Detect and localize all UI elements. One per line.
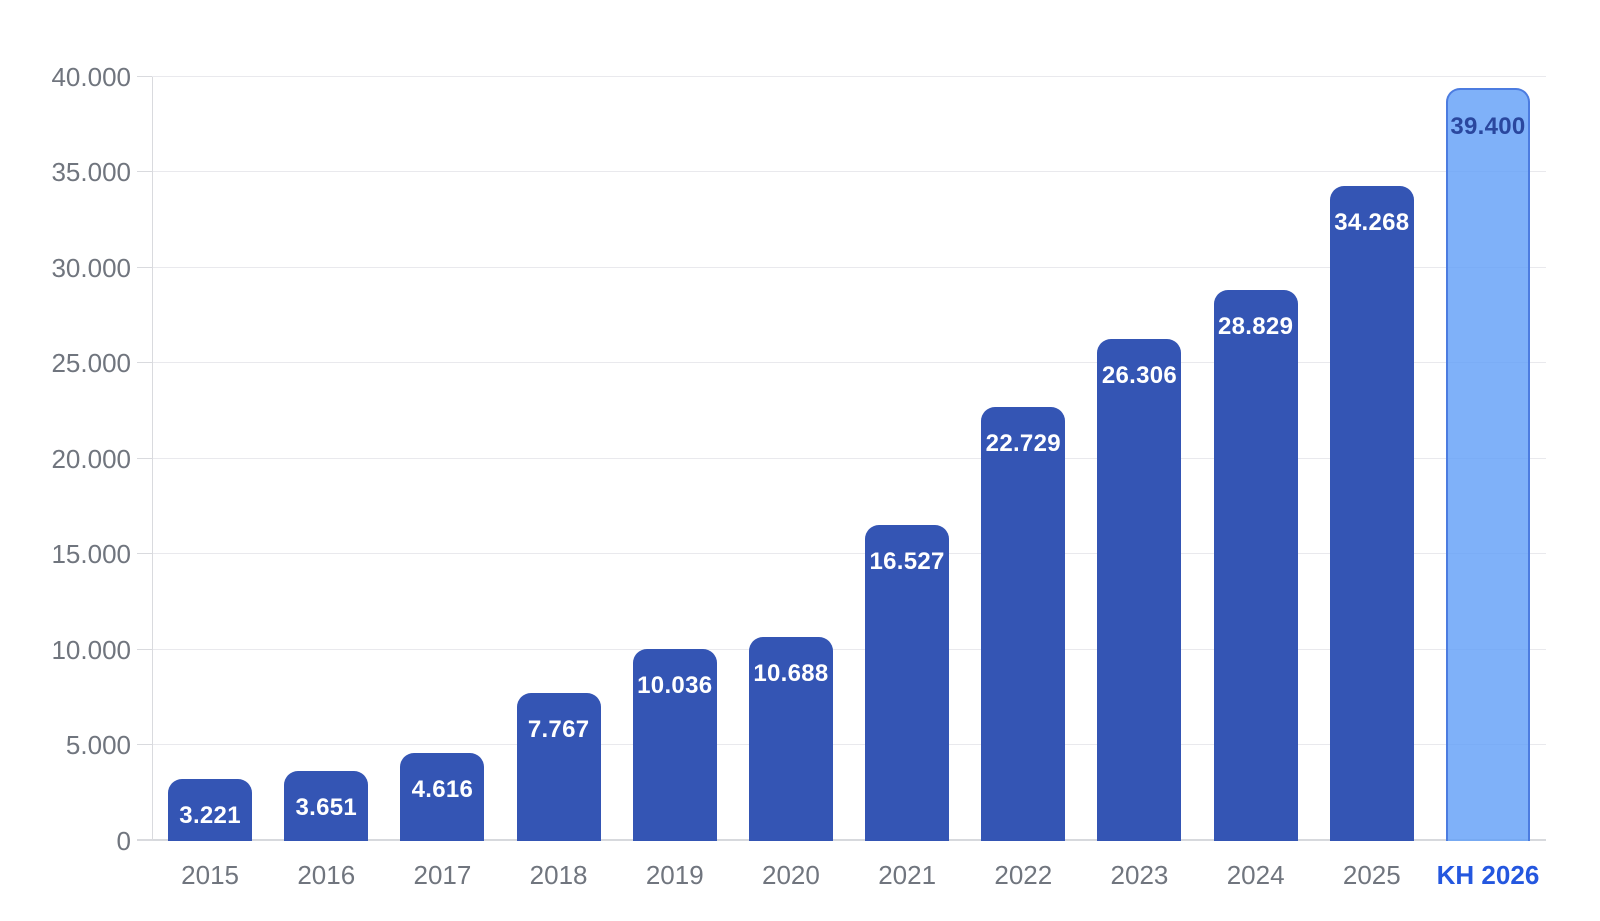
bar-slot: 22.729: [965, 77, 1081, 841]
bar-value-label: 26.306: [1101, 362, 1178, 389]
bar-value-label: 3.651: [295, 794, 358, 821]
gridline: [152, 362, 1546, 363]
bar-slot: 10.688: [733, 77, 849, 841]
y-axis-tick: [137, 553, 152, 554]
x-tick-label: 2017: [413, 860, 472, 890]
y-tick-label: 0: [116, 826, 131, 856]
gridline: [152, 458, 1546, 459]
y-tick-label: 20.000: [51, 444, 131, 474]
bar-slot: 7.767: [501, 77, 617, 841]
y-tick-label: 10.000: [51, 635, 131, 665]
y-axis-tick: [137, 171, 152, 172]
bar-value-label: 10.688: [753, 660, 829, 687]
y-axis-line: [152, 77, 153, 841]
y-tick-label: 30.000: [51, 253, 131, 283]
y-axis-tick: [137, 458, 152, 459]
bar-2025[interactable]: 34.268: [1329, 186, 1414, 841]
bar-slot: 28.829: [1198, 77, 1314, 841]
bar-value-label: 10.036: [637, 672, 713, 699]
bar-value-label: 3.221: [179, 802, 241, 829]
bar-2024[interactable]: 28.829: [1213, 290, 1298, 841]
y-axis-tick: [137, 267, 152, 268]
bar-slot: 34.268: [1314, 77, 1430, 841]
x-axis-baseline: [152, 839, 1546, 841]
bar-value-label: 34.268: [1334, 209, 1410, 236]
bar-slot: 3.221: [152, 77, 268, 841]
x-tick-label: KH 2026: [1436, 860, 1540, 890]
bar-slot: 10.036: [617, 77, 733, 841]
y-axis-tick: [137, 649, 152, 650]
gridline: [152, 171, 1546, 172]
x-tick-label: 2024: [1226, 860, 1285, 890]
bar-2022[interactable]: 22.729: [981, 407, 1066, 841]
bar-2023[interactable]: 26.306: [1097, 339, 1182, 841]
x-tick-label: 2016: [297, 860, 356, 890]
y-tick-label: 25.000: [51, 348, 131, 378]
bar-value-label: 7.767: [527, 716, 590, 743]
y-tick-label: 40.000: [51, 62, 131, 92]
bar-2015[interactable]: 3.221: [168, 779, 253, 841]
bar-slot: 4.616: [384, 77, 500, 841]
y-axis-tick: [137, 362, 152, 363]
bar-slot: 26.306: [1081, 77, 1197, 841]
y-axis-tick: [137, 744, 152, 745]
y-tick-label: 35.000: [51, 157, 131, 187]
y-axis-tick: [137, 76, 152, 77]
bar-slot: 16.527: [849, 77, 965, 841]
gridline: [152, 76, 1546, 77]
bar-2020[interactable]: 10.688: [748, 637, 833, 841]
y-axis-tick: [137, 839, 152, 841]
gridline: [152, 553, 1546, 554]
y-tick-label: 5.000: [65, 730, 131, 760]
x-tick-label: 2022: [994, 860, 1053, 890]
bar-2021[interactable]: 16.527: [865, 525, 950, 841]
bar-plan-kh-2026[interactable]: 39.400: [1445, 88, 1530, 841]
bar-value-label: 16.527: [869, 548, 945, 575]
bar-2017[interactable]: 4.616: [400, 753, 485, 841]
x-tick-label: 2018: [529, 860, 588, 890]
bar-2019[interactable]: 10.036: [632, 649, 717, 841]
bar-2016[interactable]: 3.651: [284, 771, 369, 841]
bar-slot: 39.400: [1430, 77, 1546, 841]
y-tick-label: 15.000: [51, 539, 131, 569]
bar-value-label: 4.616: [411, 776, 474, 803]
x-tick-label: 2020: [762, 860, 820, 890]
x-tick-label: 2023: [1110, 860, 1169, 890]
x-tick-label: 2021: [878, 860, 937, 890]
bar-value-label: 28.829: [1218, 313, 1294, 340]
x-tick-label: 2025: [1342, 860, 1401, 890]
x-tick-label: 2015: [181, 860, 239, 890]
gridline: [152, 267, 1546, 268]
bar-value-label: 22.729: [985, 430, 1061, 457]
bar-2018[interactable]: 7.767: [516, 693, 601, 841]
plot-area: 0 5.000 10.000 15.000 20.000 25.000 30.000 35.0…: [51, 62, 1546, 890]
bar-value-label: 39.400: [1450, 113, 1526, 140]
x-tick-label: 2019: [645, 860, 704, 890]
bar-slot: 3.651: [268, 77, 384, 841]
x-axis: 2015 2016 2017 2018 2019 2020 2021 2022 2023 2024…: [152, 859, 1546, 891]
gridline: [152, 649, 1546, 650]
gridline: [152, 744, 1546, 745]
bars-layer: 3.221 3.651 4.616 7.767 10.036 10.688 16.527 22…: [152, 77, 1546, 841]
